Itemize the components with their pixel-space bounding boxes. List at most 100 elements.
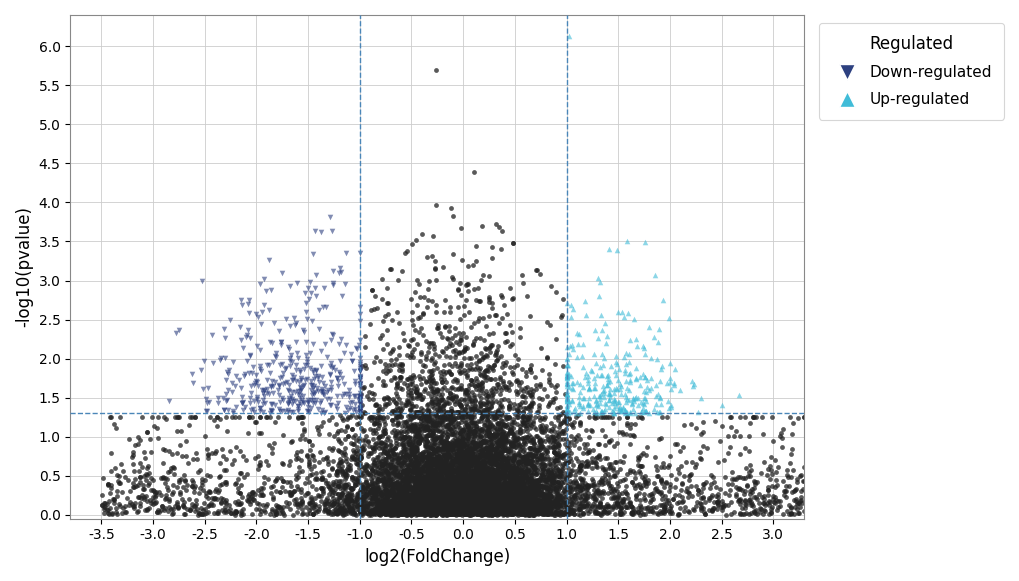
Point xyxy=(452,488,469,497)
Point xyxy=(535,465,551,475)
Point xyxy=(446,385,463,394)
Point xyxy=(473,497,489,507)
Point xyxy=(475,494,491,503)
Point xyxy=(473,503,489,512)
Point xyxy=(479,475,495,484)
Point xyxy=(425,444,441,454)
Point xyxy=(448,452,465,461)
Point xyxy=(149,507,165,517)
Point xyxy=(348,490,365,499)
Point xyxy=(505,362,522,371)
Point xyxy=(588,508,604,518)
Point xyxy=(643,504,659,513)
Point xyxy=(420,468,436,478)
Point xyxy=(494,508,511,517)
Point xyxy=(431,475,447,485)
Point xyxy=(486,489,502,498)
Point xyxy=(440,504,457,513)
Point xyxy=(389,485,406,494)
Point xyxy=(226,508,243,518)
Point xyxy=(552,409,569,418)
Point xyxy=(414,456,430,465)
Point xyxy=(669,468,686,478)
Point xyxy=(559,510,576,519)
Point xyxy=(599,374,615,383)
Point xyxy=(632,503,648,512)
Point xyxy=(442,443,459,452)
Point xyxy=(512,424,528,433)
Point xyxy=(434,506,450,515)
Point xyxy=(429,493,445,502)
Point xyxy=(467,405,483,414)
Point xyxy=(407,492,423,501)
Point xyxy=(452,481,469,490)
Point xyxy=(420,277,436,286)
Point xyxy=(153,505,169,514)
Point xyxy=(416,501,432,510)
Point xyxy=(519,508,535,517)
Point xyxy=(539,483,555,493)
Point xyxy=(476,476,492,486)
Point xyxy=(465,465,481,475)
Point xyxy=(419,487,435,497)
Point xyxy=(163,489,179,498)
Point xyxy=(457,464,473,473)
Point xyxy=(463,402,479,411)
Point xyxy=(439,440,455,449)
Point xyxy=(325,498,341,507)
Point xyxy=(526,413,542,422)
Point xyxy=(432,375,448,384)
Point xyxy=(514,508,530,517)
Point xyxy=(458,497,474,506)
Point xyxy=(409,493,425,502)
Point xyxy=(516,490,532,500)
Point xyxy=(581,492,597,501)
Point xyxy=(647,502,663,511)
Point xyxy=(437,457,453,466)
Point xyxy=(533,489,549,498)
Point xyxy=(427,459,443,468)
Point xyxy=(419,508,435,517)
Point xyxy=(440,470,457,479)
Point xyxy=(510,377,526,386)
Point xyxy=(368,501,384,510)
Point xyxy=(353,424,369,433)
Point xyxy=(412,473,428,482)
Point xyxy=(532,500,548,509)
Point xyxy=(713,422,730,431)
Point xyxy=(583,453,599,462)
Point xyxy=(425,483,441,493)
Point xyxy=(653,507,669,517)
Point xyxy=(656,492,673,501)
Point xyxy=(398,374,415,383)
Point xyxy=(522,479,538,489)
Point xyxy=(506,350,523,360)
Point xyxy=(492,425,508,435)
Point xyxy=(531,506,547,515)
Point xyxy=(385,466,401,475)
Point xyxy=(394,443,411,453)
Point xyxy=(556,408,573,417)
Point xyxy=(418,476,434,485)
Point xyxy=(502,483,519,492)
Point xyxy=(318,353,334,362)
Point xyxy=(382,462,398,471)
Point xyxy=(443,474,460,483)
Point xyxy=(447,474,464,483)
Point xyxy=(653,413,669,422)
Point xyxy=(321,415,337,425)
Point xyxy=(471,507,487,517)
Point xyxy=(412,478,428,487)
Point xyxy=(446,484,463,493)
Point xyxy=(557,500,574,510)
Point xyxy=(207,486,223,496)
Point xyxy=(491,508,507,517)
Point xyxy=(432,489,448,498)
Point xyxy=(658,378,675,388)
Point xyxy=(484,393,500,403)
Point xyxy=(470,507,486,516)
Point xyxy=(414,483,430,492)
Point xyxy=(417,377,433,386)
Point xyxy=(470,483,486,493)
Point xyxy=(357,361,373,370)
